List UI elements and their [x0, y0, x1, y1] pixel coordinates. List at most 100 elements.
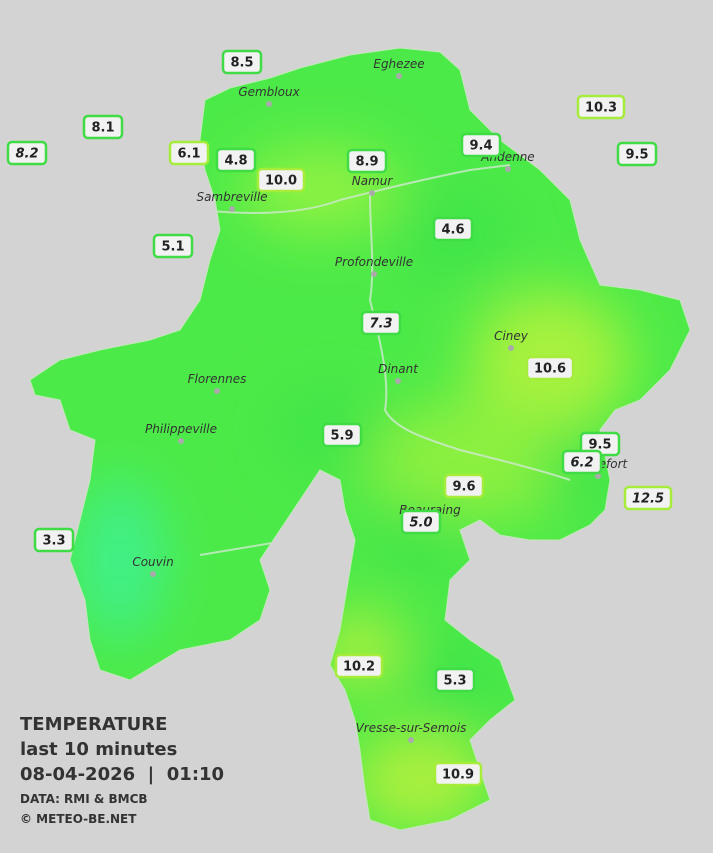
station: 8.2 — [6, 140, 48, 166]
legend-subtitle: last 10 minutes — [20, 739, 177, 760]
town-dot — [396, 73, 402, 79]
station: 8.1 — [82, 114, 124, 140]
station-value: 8.5 — [230, 56, 253, 71]
station-value: 7.3 — [369, 317, 392, 332]
station-box — [215, 147, 257, 173]
station-value: 5.3 — [443, 674, 466, 689]
station-box — [576, 94, 626, 120]
station-box — [400, 509, 442, 535]
town-dot — [229, 206, 235, 212]
station-box — [460, 132, 502, 158]
station-box — [360, 310, 402, 336]
town-dot — [505, 166, 511, 172]
station-box — [321, 422, 363, 448]
station-value: 8.9 — [355, 155, 378, 170]
station-box — [432, 216, 474, 242]
station: 9.4 — [460, 132, 502, 158]
station: 5.9 — [321, 422, 363, 448]
station: 5.3 — [434, 667, 476, 693]
stations: 8.5 8.1 8.2 6.1 4.8 10.0 8.9 9.4 10.3 9.5 5.1 4.6 7.… — [6, 49, 673, 787]
station-box — [561, 449, 603, 475]
station: 7.3 — [360, 310, 402, 336]
station-box — [433, 761, 483, 787]
town-dot — [371, 271, 377, 277]
town-label: Couvin — [132, 555, 173, 569]
station-value: 9.6 — [452, 480, 475, 495]
town-dot — [150, 571, 156, 577]
station-box — [346, 148, 388, 174]
station-box — [443, 473, 485, 499]
town-dot — [508, 345, 514, 351]
town-label: Ciney — [494, 329, 529, 343]
station: 9.6 — [443, 473, 485, 499]
station: 6.2 — [561, 449, 603, 475]
station: 10.0 — [256, 167, 306, 193]
town-dot — [369, 190, 375, 196]
station-box — [152, 233, 194, 259]
station-value: 10.0 — [265, 174, 297, 189]
station-value: 6.1 — [177, 147, 200, 162]
legend-datetime: 08-04-2026 | 01:10 — [20, 764, 224, 785]
station-box — [525, 355, 575, 381]
town-label: Profondeville — [335, 255, 413, 269]
station-box — [256, 167, 306, 193]
town-label: Florennes — [188, 372, 247, 386]
town-dot — [395, 378, 401, 384]
station-value: 10.3 — [585, 101, 617, 116]
station-value: 3.3 — [42, 534, 65, 549]
town-label: Dinant — [378, 362, 419, 376]
station-value: 10.6 — [534, 362, 566, 377]
town-label: Gembloux — [238, 85, 300, 99]
town-dot — [408, 737, 414, 743]
town-dot — [595, 473, 601, 479]
station: 10.6 — [525, 355, 575, 381]
station-value: 9.4 — [469, 139, 492, 154]
legend-source: DATA: RMI & BMCB — [20, 792, 148, 806]
station-value: 9.5 — [588, 438, 611, 453]
station-value: 10.2 — [343, 660, 375, 675]
station-box — [6, 140, 48, 166]
town-dot — [178, 438, 184, 444]
station-value: 9.5 — [625, 148, 648, 163]
station-value: 5.1 — [161, 240, 184, 255]
station: 4.6 — [432, 216, 474, 242]
legend: TEMPERATURE last 10 minutes 08-04-2026 |… — [20, 714, 224, 826]
station: 5.1 — [152, 233, 194, 259]
station-box — [221, 49, 263, 75]
station-box — [623, 485, 673, 511]
station: 8.9 — [346, 148, 388, 174]
station-box — [168, 140, 210, 166]
station: 12.5 — [623, 485, 673, 511]
town-label: Namur — [352, 174, 394, 188]
station-value: 5.0 — [409, 516, 432, 531]
station: 8.5 — [221, 49, 263, 75]
town-label: Eghezee — [373, 57, 424, 71]
station-box — [82, 114, 124, 140]
town-dot — [214, 388, 220, 394]
station: 10.2 — [334, 653, 384, 679]
town-dot — [266, 101, 272, 107]
legend-copyright: © METEO-BE.NET — [20, 812, 137, 826]
station: 9.5 — [616, 141, 658, 167]
station-value: 5.9 — [330, 429, 353, 444]
station-box — [616, 141, 658, 167]
station-value: 8.2 — [15, 147, 38, 162]
station-box — [434, 667, 476, 693]
station-value: 8.1 — [91, 121, 114, 136]
station: 10.3 — [576, 94, 626, 120]
station-value: 6.2 — [570, 456, 593, 471]
station-box — [334, 653, 384, 679]
station: 4.8 — [215, 147, 257, 173]
station: 5.0 — [400, 509, 442, 535]
station-box — [33, 527, 75, 553]
station-value: 4.6 — [441, 223, 464, 238]
towns: EghezeeGemblouxAndenneNamurSambrevillePr… — [132, 57, 629, 743]
station: 10.9 — [433, 761, 483, 787]
station: 6.1 — [168, 140, 210, 166]
town-label: Philippeville — [145, 422, 217, 436]
legend-title: TEMPERATURE — [20, 714, 167, 735]
town-label: Vresse-sur-Semois — [356, 721, 467, 735]
town-label: Sambreville — [196, 190, 267, 204]
station-value: 10.9 — [442, 768, 474, 783]
